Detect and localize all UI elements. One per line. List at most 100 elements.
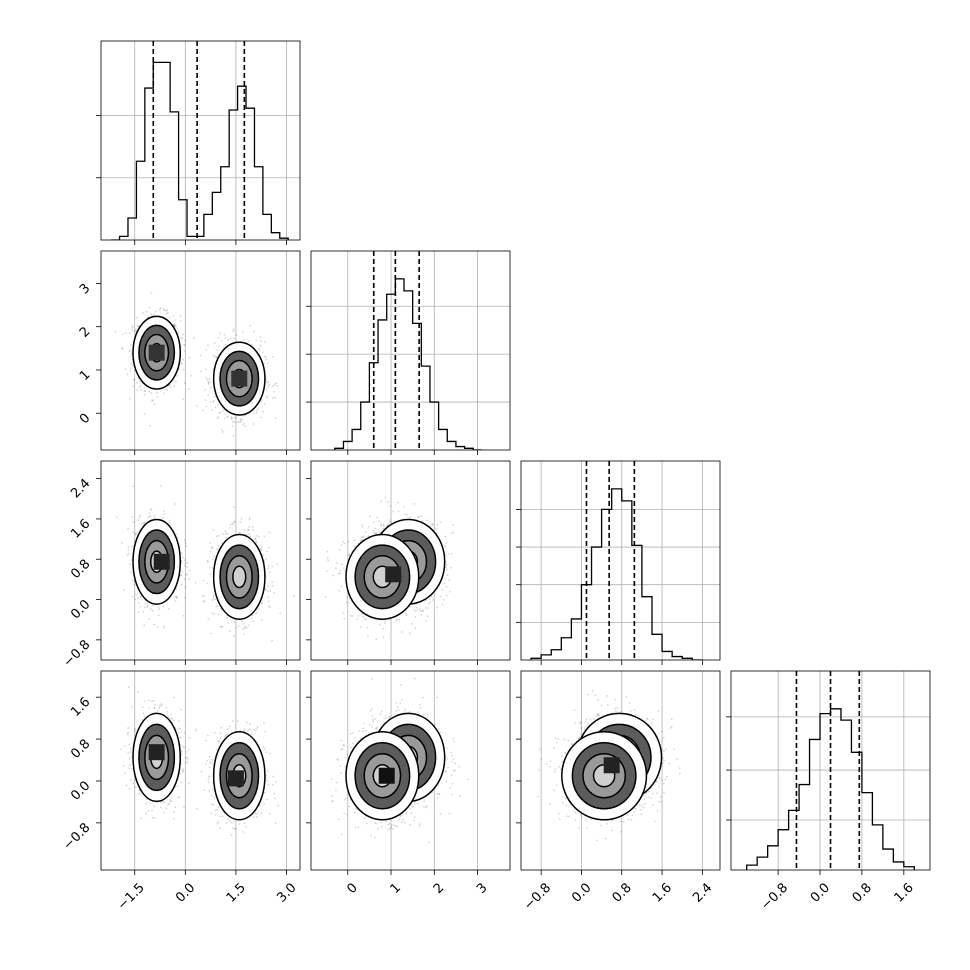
- sample-dot: [450, 566, 453, 569]
- sample-dot: [217, 534, 220, 537]
- sample-dot: [271, 639, 273, 642]
- sample-dot: [220, 608, 223, 611]
- sample-dot: [240, 418, 243, 421]
- contour-line: [212, 341, 266, 416]
- sample-dot: [168, 519, 171, 522]
- sample-dot: [121, 347, 124, 350]
- sample-dot: [181, 570, 184, 573]
- sample-dot: [224, 533, 227, 535]
- sample-dot: [115, 516, 118, 519]
- sample-dot: [239, 532, 242, 534]
- y-tick-label: 0.0: [68, 597, 93, 622]
- sample-dot: [134, 330, 137, 333]
- sample-dot: [340, 585, 343, 588]
- sample-dot: [271, 397, 274, 399]
- sample-dot: [214, 598, 217, 601]
- sample-dot: [435, 531, 438, 534]
- sample-dot: [376, 516, 379, 519]
- sample-dot: [326, 557, 329, 560]
- contour-line: [212, 533, 266, 620]
- sample-dot: [271, 581, 273, 583]
- sample-dot: [414, 616, 417, 618]
- sample-dot: [421, 519, 424, 522]
- sample-dot: [204, 388, 207, 391]
- sample-dot: [240, 620, 243, 623]
- panel-0-0: [96, 40, 301, 245]
- sample-dot: [183, 343, 186, 346]
- sample-dot: [263, 355, 266, 358]
- sample-dot: [446, 568, 449, 571]
- sample-dot: [131, 364, 134, 367]
- sample-dot: [216, 535, 218, 538]
- sample-dot: [160, 485, 162, 487]
- sample-dot: [209, 542, 212, 544]
- sample-dot: [445, 561, 447, 564]
- sample-dot: [233, 421, 236, 424]
- sample-dot: [148, 618, 151, 620]
- sample-dot: [187, 387, 190, 390]
- sample-dot: [209, 386, 212, 389]
- sample-dot: [175, 380, 177, 383]
- sample-dot: [247, 624, 250, 627]
- sample-dot: [138, 386, 141, 388]
- sample-dot: [168, 316, 171, 319]
- sample-dot: [158, 309, 161, 312]
- sample-dot: [252, 620, 254, 623]
- sample-dot: [157, 614, 160, 617]
- sample-dot: [209, 550, 212, 553]
- sample-dot: [202, 579, 205, 582]
- sample-dot: [387, 523, 390, 525]
- sample-dot: [206, 560, 209, 562]
- sample-dot: [250, 617, 253, 620]
- sample-dot: [127, 528, 129, 531]
- sample-dot: [259, 416, 262, 419]
- sample-dot: [441, 588, 444, 591]
- sample-dot: [257, 407, 259, 410]
- sample-dot: [265, 394, 268, 397]
- y-tick-label: 3: [77, 281, 93, 297]
- sample-dot: [450, 553, 453, 555]
- sample-dot: [130, 367, 132, 369]
- sample-dot: [343, 617, 346, 620]
- sample-dot: [249, 324, 252, 327]
- sample-dot: [269, 606, 271, 609]
- y-tick-label: 2.4: [68, 476, 93, 501]
- sample-dot: [149, 608, 152, 611]
- sample-dot: [233, 635, 235, 638]
- sample-dot: [212, 401, 215, 404]
- sample-dot: [272, 355, 274, 358]
- sample-dot: [426, 607, 429, 609]
- sample-dot: [237, 625, 240, 627]
- sample-dot: [214, 406, 217, 409]
- sample-dot: [175, 533, 178, 536]
- sample-dot: [274, 396, 276, 399]
- sample-dot: [447, 552, 450, 555]
- sample-dot: [126, 554, 129, 556]
- sample-dot: [132, 385, 135, 388]
- sample-dot: [384, 496, 387, 499]
- sample-dot: [229, 527, 232, 529]
- sample-dot: [233, 521, 236, 524]
- sample-dot: [215, 356, 218, 359]
- sample-dot: [168, 384, 171, 387]
- sample-dot: [132, 485, 135, 488]
- sample-dot: [258, 349, 261, 352]
- sample-dot: [179, 574, 182, 577]
- sample-dot: [169, 386, 172, 389]
- sample-dot: [256, 409, 258, 412]
- sample-dot: [243, 626, 246, 629]
- sample-dot: [442, 598, 445, 601]
- sample-dot: [242, 622, 245, 625]
- sample-dot: [212, 529, 215, 531]
- sample-dot: [129, 563, 131, 566]
- sample-dot: [176, 596, 178, 599]
- sample-dot: [274, 416, 277, 419]
- sample-dot: [267, 585, 270, 588]
- sample-dot: [233, 506, 235, 508]
- sample-dot: [233, 621, 236, 623]
- sample-dot: [163, 513, 166, 516]
- sample-dot: [165, 309, 168, 312]
- sample-dot: [145, 310, 148, 313]
- sample-dot: [247, 340, 250, 342]
